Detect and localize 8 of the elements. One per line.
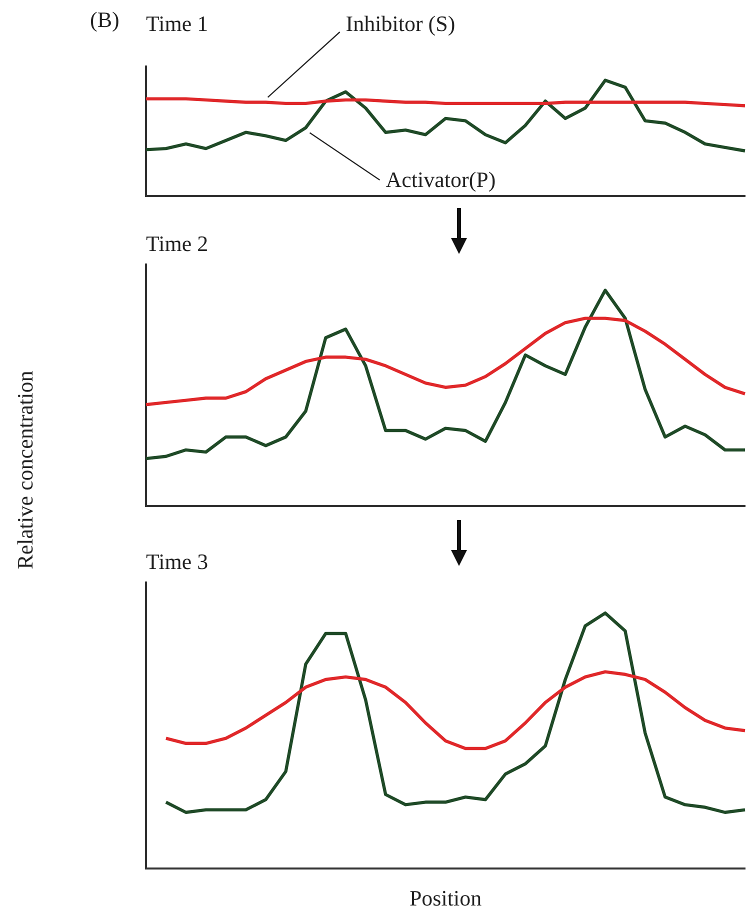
chart-title: Time 3 — [146, 548, 208, 574]
text: (B) — [90, 6, 120, 32]
x-axis-title: Position — [409, 886, 482, 911]
y-axis-title: Relative concentration — [12, 370, 38, 570]
series-label: Activator(P) — [386, 166, 496, 192]
chart-title: Time 1 — [146, 10, 208, 36]
chart-title: Time 2 — [146, 230, 208, 256]
text: Inhibitor (S) — [346, 10, 456, 36]
